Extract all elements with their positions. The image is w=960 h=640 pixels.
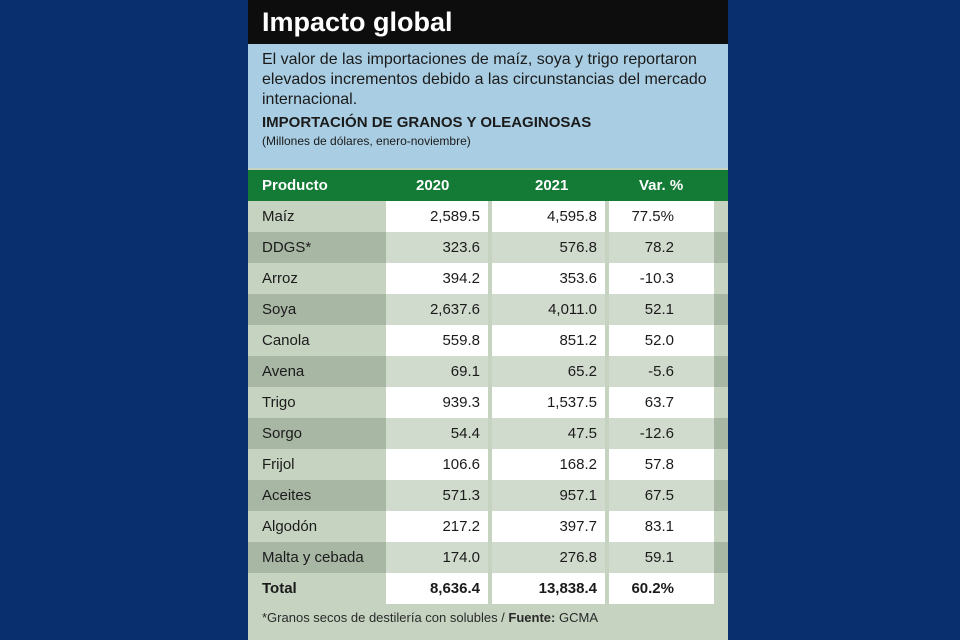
cell-2020: 2,589.5: [386, 201, 488, 232]
total-2021: 13,838.4: [492, 573, 605, 604]
cell-producto: Soya: [248, 294, 386, 325]
cell-var: 78.2: [609, 232, 714, 263]
cell-producto: Aceites: [248, 480, 386, 511]
total-2020: 8,636.4: [386, 573, 488, 604]
table-row: Sorgo 54.4 47.5 -12.6: [248, 418, 728, 449]
cell-producto: Sorgo: [248, 418, 386, 449]
row-edge: [714, 542, 728, 573]
total-row: Total 8,636.4 13,838.4 60.2%: [248, 573, 728, 604]
cell-producto: Maíz: [248, 201, 386, 232]
table-row: Trigo 939.3 1,537.5 63.7: [248, 387, 728, 418]
intro-description: El valor de las importaciones de maíz, s…: [262, 51, 707, 108]
cell-producto: Algodón: [248, 511, 386, 542]
row-edge: [714, 511, 728, 542]
cell-2020: 106.6: [386, 449, 488, 480]
cell-producto: Trigo: [248, 387, 386, 418]
table-row: Arroz 394.2 353.6 -10.3: [248, 263, 728, 294]
cell-2020: 939.3: [386, 387, 488, 418]
row-edge: [714, 573, 728, 604]
total-var: 60.2%: [609, 573, 714, 604]
cell-producto: Frijol: [248, 449, 386, 480]
page-title: Impacto global: [248, 0, 728, 44]
cell-2021: 65.2: [492, 356, 605, 387]
table-row: Avena 69.1 65.2 -5.6: [248, 356, 728, 387]
cell-2020: 54.4: [386, 418, 488, 449]
cell-2020: 571.3: [386, 480, 488, 511]
row-edge: [714, 418, 728, 449]
cell-2020: 69.1: [386, 356, 488, 387]
cell-var: 52.1: [609, 294, 714, 325]
table-body: Maíz 2,589.5 4,595.8 77.5% DDGS* 323.6 576.8 78…: [248, 201, 728, 604]
cell-var: 63.7: [609, 387, 714, 418]
cell-2021: 4,011.0: [492, 294, 605, 325]
row-edge: [714, 263, 728, 294]
cell-2021: 397.7: [492, 511, 605, 542]
row-edge: [714, 480, 728, 511]
table-header: Producto 2020 2021 Var. %: [248, 170, 728, 201]
cell-var: 67.5: [609, 480, 714, 511]
header-var: Var. %: [639, 177, 684, 194]
cell-2021: 1,537.5: [492, 387, 605, 418]
footnote: *Granos secos de destilería con solubles…: [248, 604, 728, 640]
cell-2021: 168.2: [492, 449, 605, 480]
footnote-text: *Granos secos de destilería con solubles…: [262, 610, 509, 625]
row-edge: [714, 294, 728, 325]
table-subtitle: (Millones de dólares, enero-noviembre): [262, 134, 471, 148]
table-row: Malta y cebada 174.0 276.8 59.1: [248, 542, 728, 573]
table-title: IMPORTACIÓN DE GRANOS Y OLEAGINOSAS: [262, 114, 592, 131]
cell-var: -10.3: [609, 263, 714, 294]
cell-var: -5.6: [609, 356, 714, 387]
table-row: DDGS* 323.6 576.8 78.2: [248, 232, 728, 263]
table-row: Aceites 571.3 957.1 67.5: [248, 480, 728, 511]
table-row: Algodón 217.2 397.7 83.1: [248, 511, 728, 542]
table-row: Maíz 2,589.5 4,595.8 77.5%: [248, 201, 728, 232]
cell-2021: 957.1: [492, 480, 605, 511]
cell-producto: Arroz: [248, 263, 386, 294]
cell-2020: 394.2: [386, 263, 488, 294]
cell-var: 52.0: [609, 325, 714, 356]
row-edge: [714, 325, 728, 356]
row-edge: [714, 356, 728, 387]
cell-2021: 4,595.8: [492, 201, 605, 232]
cell-2020: 559.8: [386, 325, 488, 356]
row-edge: [714, 387, 728, 418]
table-row: Canola 559.8 851.2 52.0: [248, 325, 728, 356]
row-edge: [714, 232, 728, 263]
header-2020: 2020: [416, 177, 450, 194]
intro-panel: El valor de las importaciones de maíz, s…: [248, 44, 728, 168]
cell-2020: 323.6: [386, 232, 488, 263]
header-2021: 2021: [535, 177, 569, 194]
cell-producto: DDGS*: [248, 232, 386, 263]
cell-producto: Malta y cebada: [248, 542, 386, 573]
cell-producto: Canola: [248, 325, 386, 356]
total-label: Total: [248, 573, 386, 604]
header-producto: Producto: [262, 177, 328, 194]
cell-2021: 353.6: [492, 263, 605, 294]
cell-2021: 576.8: [492, 232, 605, 263]
cell-var: 77.5%: [609, 201, 714, 232]
cell-var: 83.1: [609, 511, 714, 542]
divider: [248, 168, 728, 170]
cell-2021: 47.5: [492, 418, 605, 449]
table-row: Frijol 106.6 168.2 57.8: [248, 449, 728, 480]
cell-var: 59.1: [609, 542, 714, 573]
cell-2020: 174.0: [386, 542, 488, 573]
cell-var: -12.6: [609, 418, 714, 449]
cell-2020: 217.2: [386, 511, 488, 542]
cell-var: 57.8: [609, 449, 714, 480]
row-edge: [714, 449, 728, 480]
row-edge: [714, 201, 728, 232]
cell-2020: 2,637.6: [386, 294, 488, 325]
source-name: GCMA: [555, 610, 598, 625]
source-label: Fuente:: [508, 610, 556, 625]
cell-2021: 276.8: [492, 542, 605, 573]
cell-2021: 851.2: [492, 325, 605, 356]
infographic-card: Impacto global El valor de las importaci…: [248, 0, 728, 640]
cell-producto: Avena: [248, 356, 386, 387]
table-row: Soya 2,637.6 4,011.0 52.1: [248, 294, 728, 325]
